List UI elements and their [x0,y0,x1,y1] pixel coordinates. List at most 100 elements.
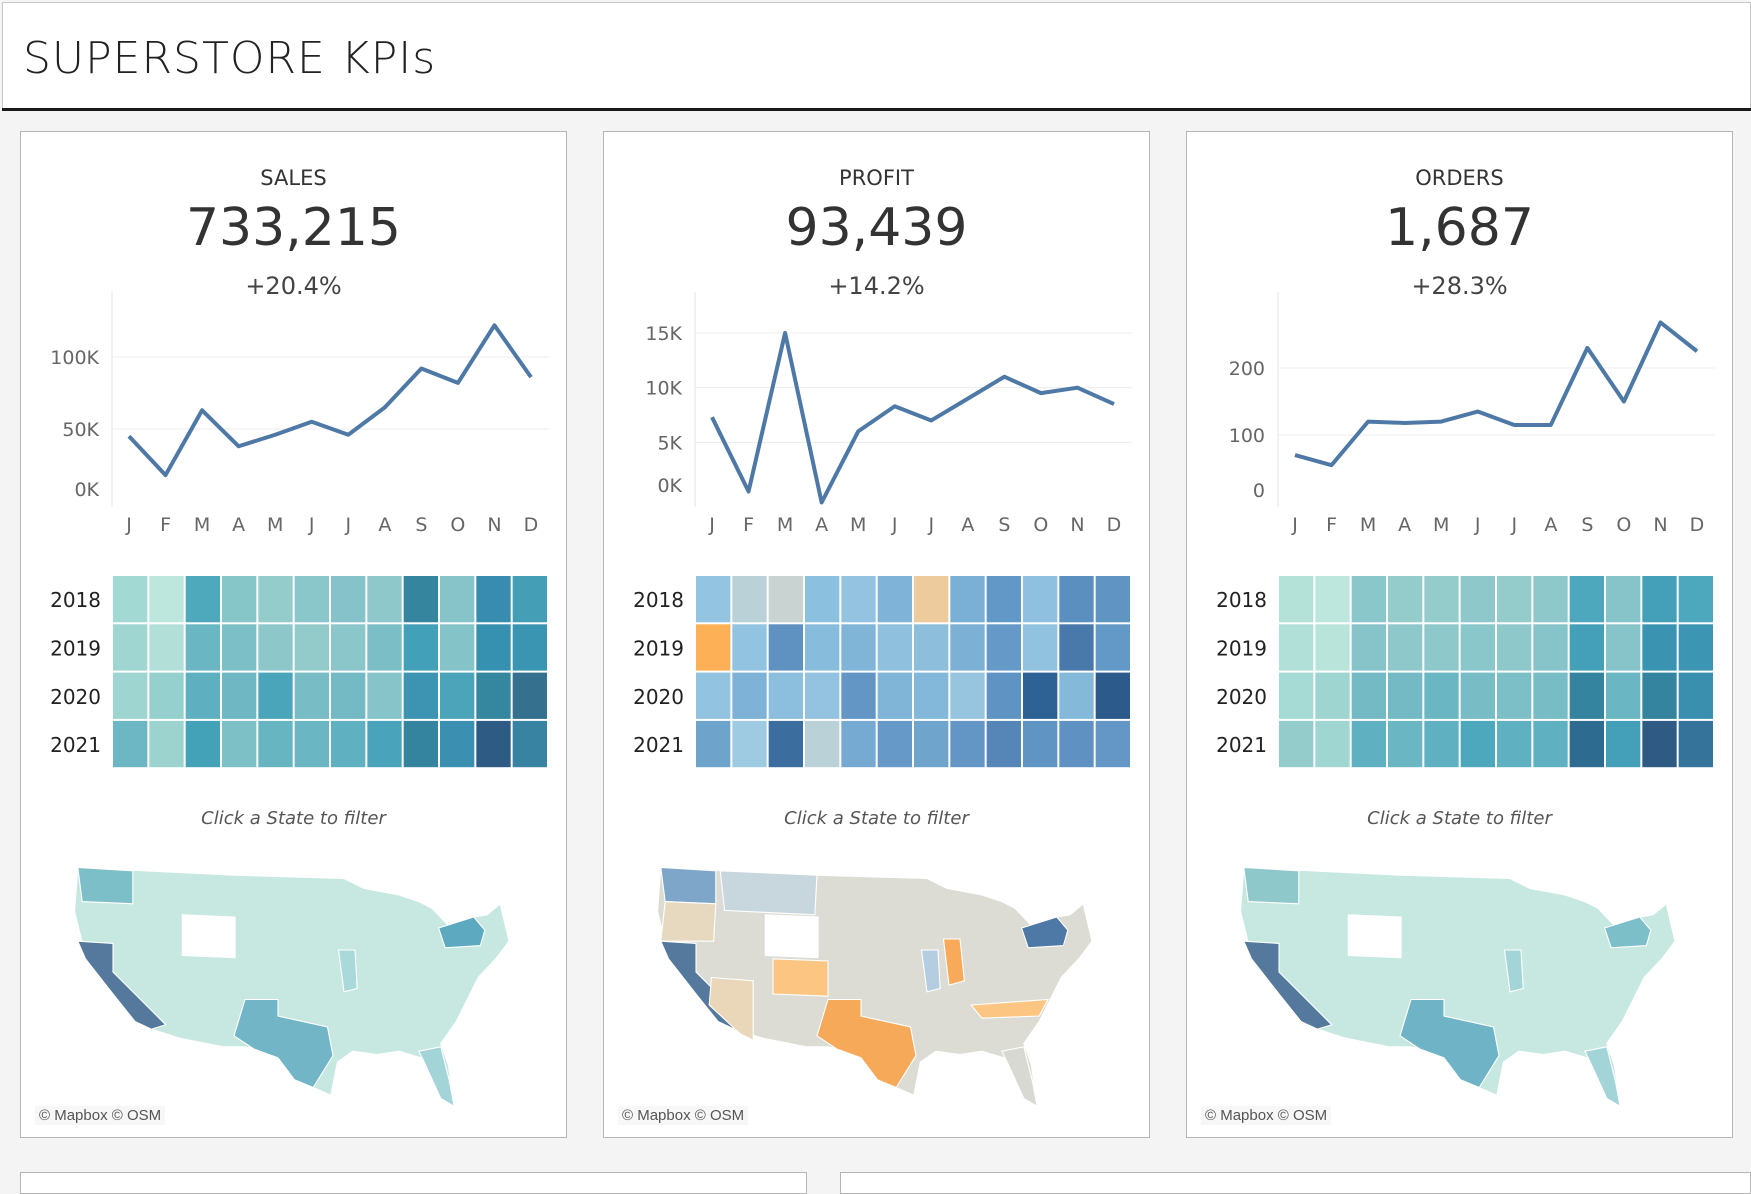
state-shape[interactable] [1000,1046,1038,1108]
heatmap-cell[interactable] [732,624,767,671]
data-point[interactable] [382,404,388,410]
state-shape[interactable] [660,901,717,942]
heatmap-cell[interactable] [1351,720,1386,768]
state-shape[interactable] [660,866,717,905]
heatmap-cell[interactable] [222,624,257,671]
state-shape[interactable] [437,916,486,949]
heatmap-cell[interactable] [113,720,148,768]
heatmap-cell[interactable] [805,672,840,719]
heatmap-cell[interactable] [185,576,220,623]
heatmap-cell[interactable] [1424,576,1459,623]
heatmap-cell[interactable] [1059,720,1094,768]
heatmap-cell[interactable] [1388,720,1423,768]
heatmap-cell[interactable] [1569,576,1604,623]
heatmap-cell[interactable] [841,672,876,719]
data-point[interactable] [272,432,278,438]
heatmap-cell[interactable] [1095,672,1130,719]
heatmap-cell[interactable] [403,624,438,671]
data-point[interactable] [309,419,315,425]
heatmap-cell[interactable] [914,624,949,671]
heatmap-cell[interactable] [222,576,257,623]
data-point[interactable] [819,499,825,505]
heatmap-cell[interactable] [476,576,511,623]
heatmap-cell[interactable] [331,624,366,671]
heatmap-cell[interactable] [403,720,438,768]
heatmap-cell[interactable] [986,720,1021,768]
heatmap-cell[interactable] [476,624,511,671]
heatmap-cell[interactable] [1315,720,1350,768]
state-shape[interactable] [1503,949,1524,993]
heatmap-cell[interactable] [1678,720,1713,768]
heatmap-cell[interactable] [914,720,949,768]
heatmap-cell[interactable] [1533,720,1568,768]
heatmap-cell[interactable] [1095,624,1130,671]
state-shape[interactable] [76,940,167,1030]
heatmap-cell[interactable] [1606,624,1641,671]
trend-line[interactable] [710,331,1115,505]
state-shape[interactable] [942,938,965,986]
heatmap-cell[interactable] [1569,624,1604,671]
data-point[interactable] [1511,422,1517,428]
data-point[interactable] [455,380,461,386]
state-shape[interactable] [816,998,917,1089]
heatmap-cell[interactable] [294,624,329,671]
data-point[interactable] [1001,374,1007,380]
data-point[interactable] [126,433,132,439]
heatmap-cell[interactable] [1023,624,1058,671]
data-point[interactable] [345,432,351,438]
heatmap-cell[interactable] [367,624,402,671]
heatmap-cell[interactable] [877,624,912,671]
state-shape[interactable] [719,870,818,916]
heatmap-cell[interactable] [732,672,767,719]
heatmap-cell[interactable] [1497,720,1532,768]
heatmap-cell[interactable] [1460,624,1495,671]
trend-line[interactable] [127,323,533,478]
heatmap-cell[interactable] [950,624,985,671]
heatmap-cell[interactable] [696,672,731,719]
data-point[interactable] [1548,422,1554,428]
heatmap-cell[interactable] [1533,576,1568,623]
heatmap-cell[interactable] [1497,576,1532,623]
heatmap-cell[interactable] [403,672,438,719]
heatmap-cell[interactable] [1315,624,1350,671]
state-shape[interactable] [1603,916,1652,949]
state-shape[interactable] [233,998,334,1089]
heatmap-cell[interactable] [877,576,912,623]
data-point[interactable] [528,374,534,380]
heatmap-cell[interactable] [1279,720,1314,768]
heatmap-cell[interactable] [1279,624,1314,671]
heatmap-cell[interactable] [1388,672,1423,719]
heatmap-cell[interactable] [768,624,803,671]
heatmap-cell[interactable] [1095,720,1130,768]
heatmap-cell[interactable] [768,720,803,768]
heatmap-cell[interactable] [440,672,475,719]
heatmap-cell[interactable] [113,672,148,719]
data-point[interactable] [1292,452,1298,458]
data-point[interactable] [1111,401,1117,407]
heatmap-cell[interactable] [1569,672,1604,719]
heatmap-cell[interactable] [877,672,912,719]
heatmap-cell[interactable] [1023,720,1058,768]
heatmap-cell[interactable] [440,624,475,671]
heatmap-cell[interactable] [258,576,293,623]
heatmap-cell[interactable] [1059,624,1094,671]
data-point[interactable] [1329,462,1335,468]
state-shape[interactable] [1020,916,1069,949]
heatmap-cell[interactable] [1606,720,1641,768]
heatmap-cell[interactable] [1642,624,1677,671]
heatmap-cell[interactable] [512,576,547,623]
map-attribution[interactable]: © Mapbox © OSM [35,1106,166,1125]
heatmap-cell[interactable] [149,672,184,719]
heatmap-cell[interactable] [440,720,475,768]
heatmap-cell[interactable] [1388,576,1423,623]
state-shape[interactable] [969,998,1049,1019]
heatmap-cell[interactable] [768,672,803,719]
heatmap-cell[interactable] [258,720,293,768]
data-point[interactable] [709,414,715,420]
heatmap-cell[interactable] [1460,720,1495,768]
us-map[interactable] [73,866,510,1108]
data-point[interactable] [892,403,898,409]
